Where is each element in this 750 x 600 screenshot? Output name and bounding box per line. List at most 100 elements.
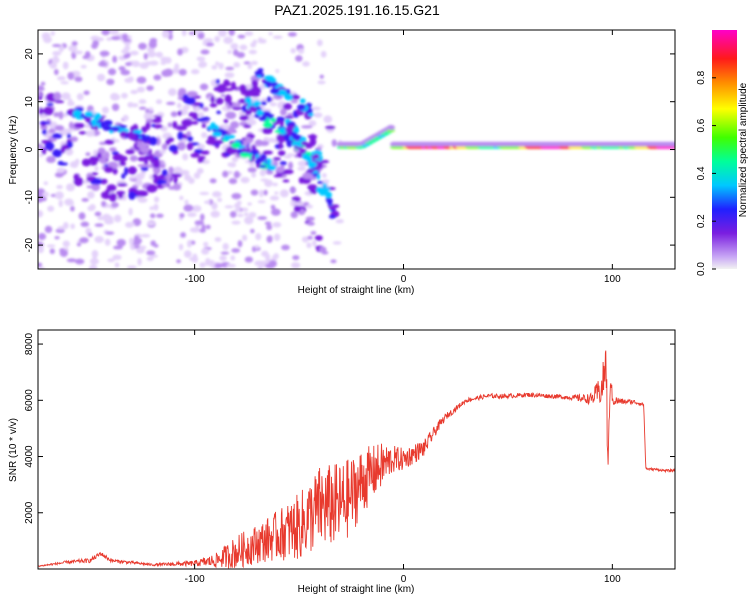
spectrogram-blob	[308, 120, 317, 127]
spectrogram-blob	[85, 130, 96, 137]
spectrogram-blob	[241, 147, 247, 152]
spectrogram-blob	[199, 191, 210, 196]
spectrogram-blob	[272, 221, 282, 228]
spectrogram-blob	[130, 89, 138, 95]
spectrogram-blob	[150, 213, 156, 219]
spectrogram-blob	[211, 65, 218, 70]
spectrogram-blob	[137, 257, 142, 266]
spectrogram-blob	[257, 37, 263, 44]
spectrogram-blob	[236, 200, 242, 205]
spectrogram-blob	[299, 98, 306, 104]
spectrogram-blob	[252, 39, 258, 45]
spectrogram-blob	[140, 147, 150, 154]
spectrogram-ytick-label: 10	[24, 96, 35, 108]
spectrogram-blob	[129, 237, 134, 246]
spectrogram-blob	[122, 193, 127, 201]
spectrogram-blob	[137, 164, 149, 168]
snr-ytick-label: 6000	[24, 389, 35, 412]
spectrogram-blob	[56, 184, 63, 190]
spectrogram-blob	[124, 166, 129, 176]
spectrogram-blob	[269, 82, 279, 87]
spectrogram-blob	[272, 35, 283, 40]
spectrogram-blob	[217, 197, 223, 203]
spectrogram-blob	[321, 173, 327, 178]
spectrogram-blob	[103, 119, 113, 126]
spectrogram-blob	[146, 250, 156, 256]
spectrogram-blob	[250, 189, 259, 196]
spectrogram-blob	[112, 153, 125, 162]
spectrogram-blob	[307, 235, 313, 240]
spectrogram-blob	[293, 202, 304, 206]
spectrogram-blob	[263, 75, 274, 81]
spectrogram-blob	[199, 228, 206, 233]
spectrogram-blob	[38, 266, 45, 269]
spectrogram-blob	[89, 204, 96, 211]
spectrogram-blob	[222, 170, 229, 178]
spectrogram-blob	[102, 213, 111, 222]
spectrogram-blob	[223, 118, 229, 124]
spectrogram-blob	[136, 190, 149, 197]
spectrogram-blob	[316, 187, 325, 192]
spectrogram-blob	[279, 189, 289, 198]
spectrogram-blob	[228, 101, 233, 107]
spectrogram-blob	[266, 224, 273, 231]
spectrogram-blob	[304, 155, 313, 163]
spectrogram-blob	[66, 258, 77, 263]
snr-frame	[37, 329, 676, 570]
spectrogram-blob	[219, 255, 227, 262]
spectrogram-blob	[214, 237, 222, 242]
colorbar-label: Normalized spectral amplitude	[738, 82, 749, 217]
spectrogram-blob	[147, 221, 156, 226]
spectrogram-blob	[136, 86, 145, 93]
spectrogram-blob	[224, 94, 232, 104]
spectrogram-blob	[257, 200, 266, 204]
spectrogram-blob	[247, 167, 257, 173]
spectrogram-blob	[51, 57, 60, 64]
spectrogram-blob	[250, 154, 256, 161]
spectrogram-blob	[159, 149, 166, 154]
spectrogram-blob	[228, 126, 236, 134]
spectrogram-xlabel: Height of straight line (km)	[298, 285, 415, 296]
spectrogram-blob	[42, 106, 54, 116]
spectrogram-ytick-label: 0	[24, 146, 35, 152]
spectrogram-blob	[203, 241, 209, 247]
spectrogram-blob	[300, 149, 306, 154]
spectrogram-blob	[67, 141, 73, 148]
spectrogram-blob	[311, 187, 318, 195]
spectrogram-blob	[268, 260, 277, 268]
spectrogram-blob	[101, 30, 110, 36]
spectrogram-blob	[312, 173, 318, 177]
spectrogram-blob	[188, 31, 196, 36]
spectrogram-blob	[74, 76, 83, 82]
spectrogram-blob	[312, 240, 317, 247]
spectrogram-blob	[317, 80, 326, 85]
spectrogram-blob	[196, 56, 206, 62]
spectrogram-blob	[85, 117, 92, 123]
colorbar-axes: 0.0 0.2 0.4 0.6 0.8	[696, 70, 716, 276]
spectrogram-blob	[231, 220, 241, 225]
spectrogram-blob	[314, 235, 323, 241]
spectrogram-blob	[225, 146, 238, 155]
spectrogram-blob	[125, 221, 134, 228]
spectrogram-blob	[269, 102, 277, 107]
spectrogram-blob	[137, 197, 148, 203]
spectrogram-blob	[231, 192, 242, 200]
spectrogram-blob	[99, 157, 107, 164]
spectrogram-blob	[96, 73, 106, 82]
spectrogram-blob	[184, 199, 189, 205]
spectrogram-blob	[148, 107, 154, 112]
spectrogram-blob	[256, 109, 264, 116]
spectrogram-blob	[80, 221, 90, 227]
spectrogram-blob	[205, 257, 211, 266]
spectrogram-blob	[241, 104, 247, 113]
spectrogram-blob	[202, 40, 207, 46]
spectrogram-blob	[155, 115, 162, 120]
spectrogram-blob	[151, 123, 156, 128]
spectrogram-blob	[76, 93, 84, 101]
spectrogram-blob	[202, 106, 209, 112]
spectrogram-blob	[332, 241, 342, 245]
spectrogram-blob	[119, 131, 127, 138]
spectrogram-blob	[99, 178, 108, 185]
spectrogram-blob	[188, 177, 195, 184]
